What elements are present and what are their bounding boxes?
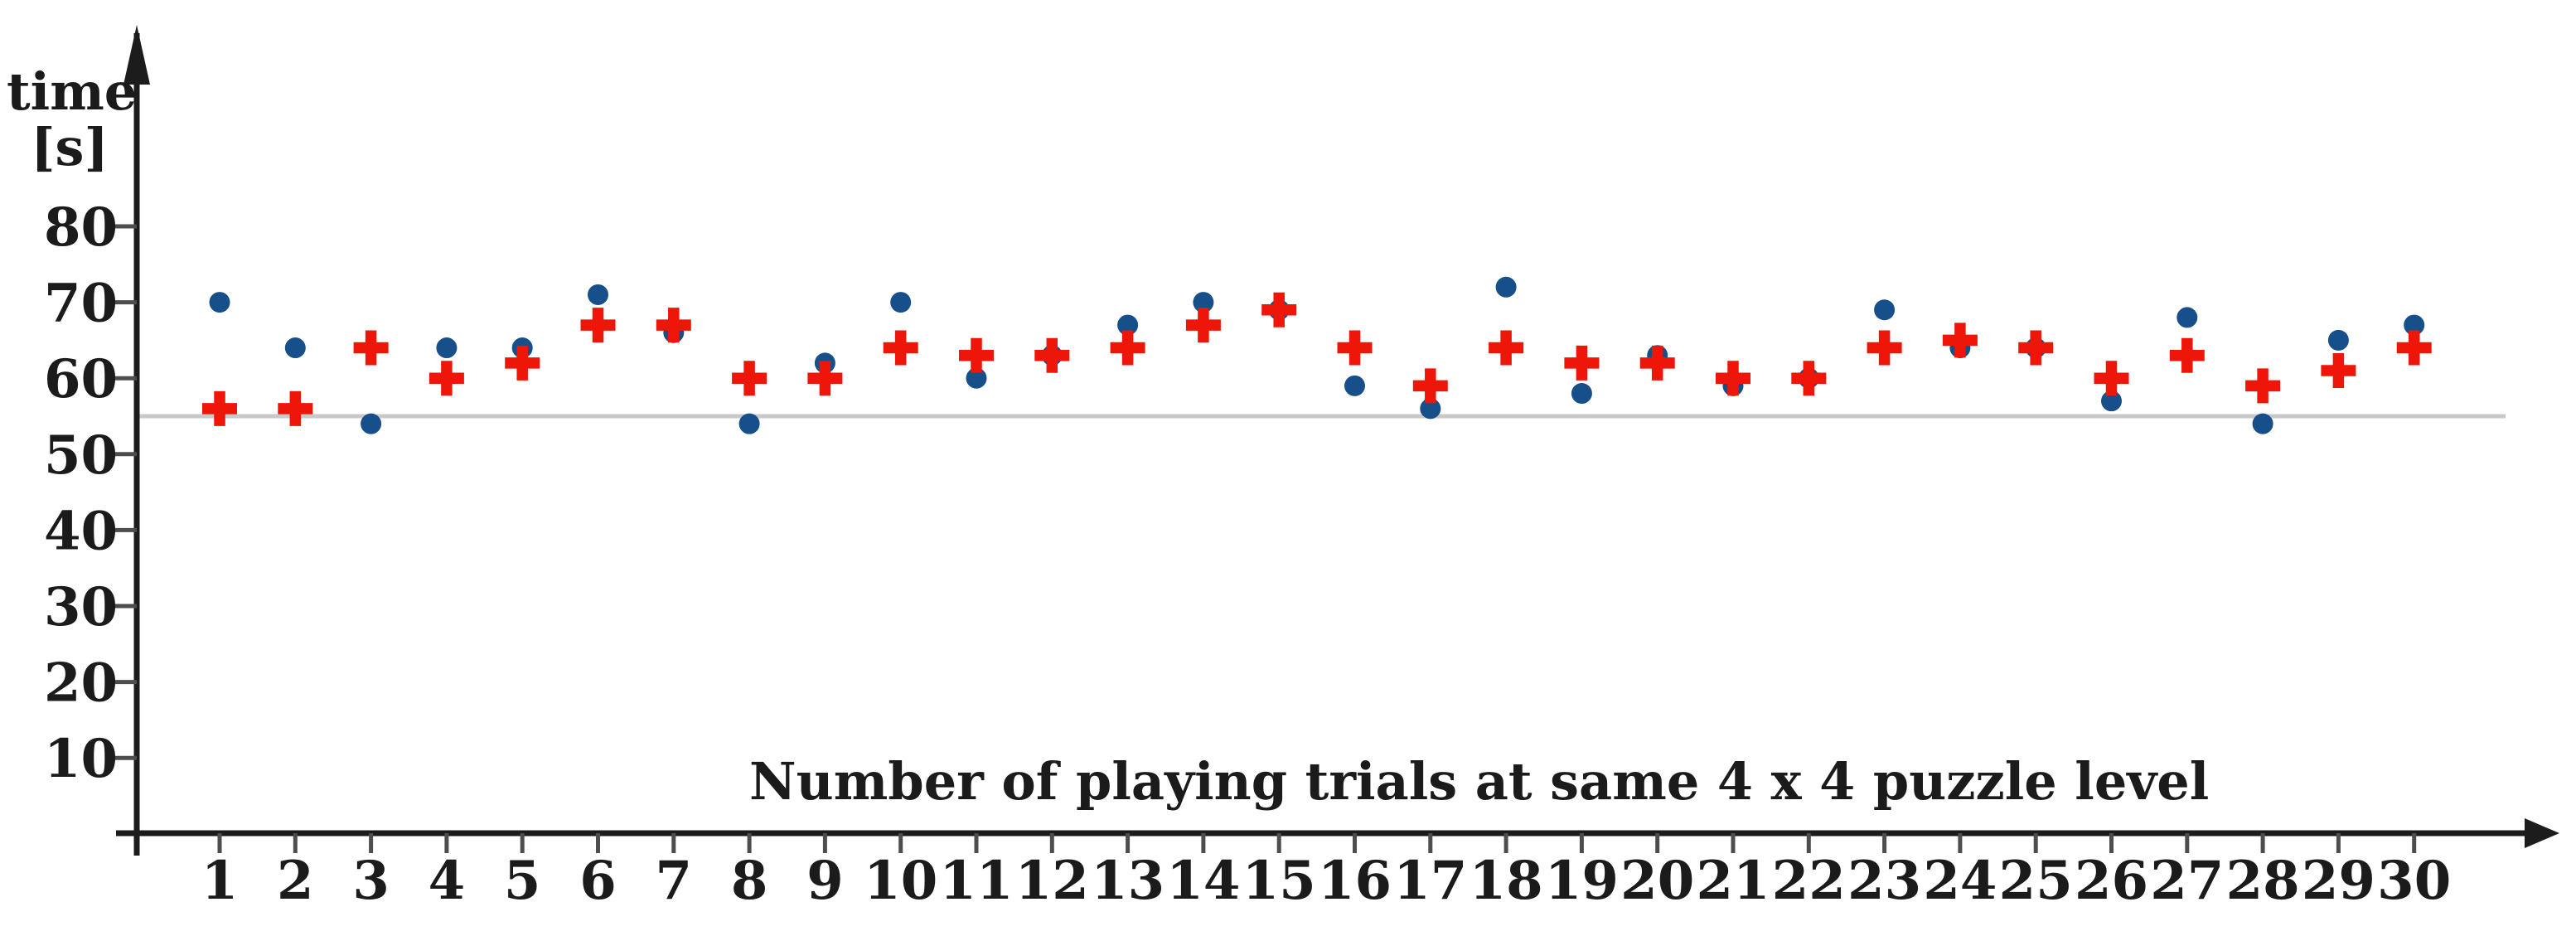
data-point-plus [1337, 330, 1373, 366]
x-tick-label: 20 [1620, 850, 1694, 912]
data-point-plus [505, 345, 540, 381]
data-point-dot [1117, 314, 1139, 336]
y-tick-label: 10 [44, 728, 118, 790]
x-tick-label: 10 [864, 850, 937, 912]
y-tick-label: 40 [44, 500, 118, 562]
data-point-dot [1874, 299, 1896, 321]
x-tick-label: 13 [1091, 850, 1165, 912]
x-axis-title: Number of playing trials at same 4 x 4 p… [749, 751, 2210, 812]
data-point-plus [1716, 361, 1750, 396]
x-tick-label: 8 [731, 850, 768, 912]
x-tick-label: 4 [429, 850, 466, 912]
x-tick-label: 19 [1545, 850, 1619, 912]
x-tick-label: 29 [2302, 850, 2375, 912]
data-point-dot [361, 413, 382, 434]
x-tick-label: 15 [1242, 850, 1316, 912]
x-tick-label: 1 [201, 850, 239, 912]
data-point-plus [1489, 330, 1524, 366]
x-tick-label: 23 [1847, 850, 1921, 912]
x-tick-label: 22 [1772, 850, 1846, 912]
y-axis-label-text: time [7, 61, 138, 122]
x-tick-label: 12 [1015, 850, 1089, 912]
data-point-plus [883, 330, 918, 366]
data-point-plus [1639, 345, 1675, 381]
data-point-plus [429, 361, 464, 396]
data-point-dot [2101, 390, 2122, 412]
data-point-dot [2177, 307, 2198, 328]
x-tick-label: 5 [504, 850, 541, 912]
data-point-plus [2094, 361, 2129, 396]
y-tick-label: 20 [44, 652, 118, 715]
x-tick-label: 27 [2150, 850, 2224, 912]
y-axis-label: time [s] [7, 64, 137, 177]
x-tick-label: 11 [939, 850, 1013, 912]
data-point-plus [278, 390, 313, 426]
x-tick-label: 3 [352, 850, 390, 912]
data-point-plus [1564, 345, 1600, 381]
x-tick-label: 21 [1696, 850, 1770, 912]
data-point-plus [807, 361, 843, 396]
data-point-plus [1867, 330, 1902, 366]
data-point-dot [1420, 398, 1441, 420]
data-point-plus [353, 330, 389, 366]
data-point-dot [2252, 413, 2273, 434]
data-point-plus [1034, 337, 1070, 373]
data-point-plus [2169, 337, 2205, 373]
data-point-dot [890, 292, 912, 313]
data-point-plus [580, 308, 616, 343]
data-point-plus [2245, 368, 2281, 404]
y-tick-label: 30 [44, 576, 118, 638]
data-point-plus [1110, 330, 1145, 366]
y-tick-label: 60 [44, 348, 118, 410]
data-point-plus [202, 390, 237, 426]
data-point-dot [1571, 383, 1592, 405]
y-tick-label: 80 [44, 196, 118, 259]
data-point-dot [2327, 329, 2349, 351]
x-tick-label: 26 [2075, 850, 2148, 912]
x-tick-label: 24 [1923, 850, 1997, 912]
data-point-dot [738, 413, 760, 434]
y-axis-arrow-icon [123, 25, 150, 85]
data-point-plus [1791, 361, 1827, 396]
x-tick-label: 9 [806, 850, 844, 912]
data-point-plus [959, 337, 994, 373]
x-tick-label: 7 [656, 850, 693, 912]
x-tick-label: 14 [1166, 850, 1240, 912]
x-axis-arrow-icon [2525, 818, 2559, 848]
data-point-dot [1344, 375, 1365, 396]
x-tick-label: 25 [1999, 850, 2073, 912]
data-point-dot [209, 292, 230, 313]
x-tick-label: 17 [1393, 850, 1467, 912]
data-point-plus [2018, 330, 2054, 366]
data-point-plus [732, 361, 767, 396]
x-tick-label: 2 [277, 850, 314, 912]
data-point-dot [966, 367, 987, 389]
data-point-plus [1412, 368, 1448, 404]
data-point-plus [1942, 323, 1978, 358]
data-point-dot [284, 337, 306, 359]
data-point-dot [436, 337, 458, 359]
data-point-dot [588, 284, 608, 305]
x-tick-label: 18 [1470, 850, 1543, 912]
y-axis-unit-text: [s] [31, 116, 109, 177]
data-point-plus [656, 308, 691, 343]
x-tick-label: 16 [1318, 850, 1392, 912]
y-tick-label: 70 [44, 273, 118, 335]
y-tick-label: 50 [44, 424, 118, 487]
data-point-plus [1185, 308, 1221, 343]
data-point-plus [1261, 292, 1297, 327]
x-tick-label: 6 [579, 850, 617, 912]
x-tick-label: 28 [2226, 850, 2300, 912]
data-point-dot [1193, 292, 1214, 313]
data-point-dot [2404, 314, 2425, 336]
data-point-dot [1495, 276, 1517, 298]
data-point-plus [2396, 330, 2432, 366]
data-point-plus [2321, 353, 2356, 389]
x-tick-label: 30 [2377, 850, 2451, 912]
